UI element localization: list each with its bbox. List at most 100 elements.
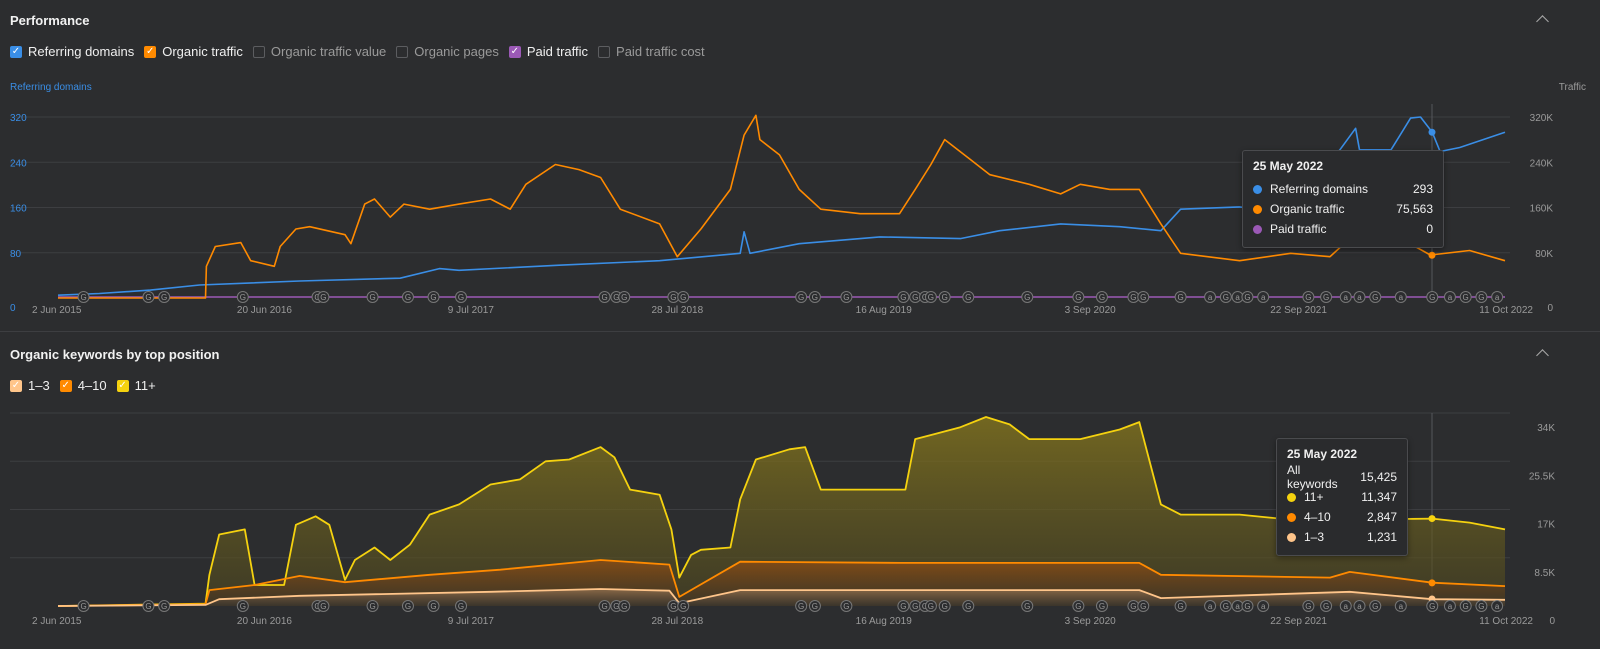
performance-title: Performance: [10, 13, 90, 28]
annotation-marker[interactable]: G: [1219, 600, 1232, 612]
annotation-marker[interactable]: G: [1127, 291, 1140, 303]
annotation-marker[interactable]: G: [808, 291, 821, 303]
annotation-marker[interactable]: G: [795, 291, 808, 303]
annotation-marker[interactable]: a: [1353, 600, 1366, 612]
performance-legend: ✓ Referring domains ✓ Organic traffic Organi…: [10, 44, 705, 59]
annotation-marker[interactable]: G: [1072, 600, 1085, 612]
annotation-marker[interactable]: G: [1459, 600, 1472, 612]
x-tick-label: 22 Sep 2021: [1270, 616, 1327, 627]
annotation-marker[interactable]: G: [158, 600, 171, 612]
annotation-marker[interactable]: G: [236, 600, 249, 612]
annotation-marker[interactable]: G: [1072, 291, 1085, 303]
annotation-marker[interactable]: G: [618, 291, 631, 303]
annotation-marker[interactable]: G: [1241, 600, 1254, 612]
annotation-marker[interactable]: G: [1095, 600, 1108, 612]
annotation-marker[interactable]: G: [142, 600, 155, 612]
annotation-marker[interactable]: G: [1302, 291, 1315, 303]
annotation-marker[interactable]: G: [909, 291, 922, 303]
annotation-marker[interactable]: G: [401, 600, 414, 612]
annotation-marker[interactable]: a: [1394, 291, 1407, 303]
annotation-marker[interactable]: G: [1095, 291, 1108, 303]
annotation-marker[interactable]: G: [840, 600, 853, 612]
annotation-marker[interactable]: G: [1426, 600, 1439, 612]
legend-checkbox-referring-domains[interactable]: ✓ Referring domains: [10, 44, 134, 59]
annotation-marker[interactable]: G: [455, 600, 468, 612]
annotation-marker[interactable]: G: [1174, 600, 1187, 612]
legend-checkbox-organic-pages[interactable]: Organic pages: [396, 44, 499, 59]
google-update-icon: G: [900, 293, 906, 302]
annotation-marker[interactable]: G: [897, 291, 910, 303]
annotation-marker[interactable]: G: [1475, 600, 1488, 612]
annotation-marker[interactable]: a: [1353, 291, 1366, 303]
legend-checkbox-organic-traffic-value[interactable]: Organic traffic value: [252, 44, 386, 59]
annotation-marker[interactable]: G: [1369, 291, 1382, 303]
annotation-marker[interactable]: G: [677, 600, 690, 612]
annotation-marker[interactable]: G: [598, 291, 611, 303]
annotation-marker[interactable]: a: [1204, 600, 1217, 612]
annotation-marker[interactable]: G: [1137, 600, 1150, 612]
annotation-marker[interactable]: G: [1302, 600, 1315, 612]
annotation-marker[interactable]: G: [808, 600, 821, 612]
annotation-marker[interactable]: G: [1021, 600, 1034, 612]
annotation-marker[interactable]: G: [317, 600, 330, 612]
annotation-marker[interactable]: G: [1241, 291, 1254, 303]
annotation-marker[interactable]: a: [1204, 291, 1217, 303]
annotation-marker[interactable]: G: [455, 291, 468, 303]
annotation-marker[interactable]: G: [1219, 291, 1232, 303]
google-update-icon: G: [1244, 602, 1250, 611]
legend-checkbox-paid-traffic[interactable]: ✓ Paid traffic: [508, 44, 588, 59]
annotation-marker[interactable]: G: [938, 600, 951, 612]
annotation-marker[interactable]: a: [1443, 291, 1456, 303]
annotation-marker[interactable]: G: [427, 291, 440, 303]
annotation-marker[interactable]: G: [795, 600, 808, 612]
annotation-marker[interactable]: a: [1491, 291, 1504, 303]
annotation-marker[interactable]: G: [962, 291, 975, 303]
legend-checkbox-paid-traffic-cost[interactable]: Paid traffic cost: [598, 44, 705, 59]
annotation-marker[interactable]: G: [897, 600, 910, 612]
annotation-marker[interactable]: G: [1174, 291, 1187, 303]
annotation-marker[interactable]: G: [924, 600, 937, 612]
annotation-marker[interactable]: G: [1320, 291, 1333, 303]
annotation-marker[interactable]: G: [77, 600, 90, 612]
legend-checkbox-11-[interactable]: ✓ 11+: [116, 378, 156, 393]
annotation-circle: [1021, 291, 1034, 303]
annotation-marker[interactable]: G: [236, 291, 249, 303]
legend-checkbox-4-10[interactable]: ✓ 4–10: [59, 378, 107, 393]
annotation-marker[interactable]: G: [618, 600, 631, 612]
annotation-marker[interactable]: G: [317, 291, 330, 303]
annotation-marker[interactable]: G: [1137, 291, 1150, 303]
annotation-marker[interactable]: G: [77, 291, 90, 303]
annotation-marker[interactable]: G: [1426, 291, 1439, 303]
legend-checkbox-1-3[interactable]: ✓ 1–3: [10, 378, 50, 393]
annotation-marker[interactable]: G: [366, 600, 379, 612]
annotation-marker[interactable]: G: [938, 291, 951, 303]
checkbox-checked-icon: ✓: [10, 379, 22, 392]
annotation-marker[interactable]: G: [142, 291, 155, 303]
annotation-marker[interactable]: G: [840, 291, 853, 303]
annotation-marker[interactable]: G: [158, 291, 171, 303]
annotation-marker[interactable]: a: [1339, 600, 1352, 612]
annotation-marker[interactable]: a: [1257, 291, 1270, 303]
annotation-marker[interactable]: G: [1475, 291, 1488, 303]
annotation-marker[interactable]: G: [1127, 600, 1140, 612]
annotation-marker[interactable]: G: [366, 291, 379, 303]
google-update-icon: G: [965, 602, 971, 611]
annotation-marker[interactable]: G: [427, 600, 440, 612]
annotation-marker[interactable]: a: [1339, 291, 1352, 303]
annotation-marker[interactable]: G: [401, 291, 414, 303]
annotation-marker[interactable]: a: [1257, 600, 1270, 612]
annotation-marker[interactable]: G: [677, 291, 690, 303]
annotation-circle: [1459, 291, 1472, 303]
annotation-marker[interactable]: G: [1021, 291, 1034, 303]
annotation-marker[interactable]: G: [962, 600, 975, 612]
annotation-marker[interactable]: G: [1459, 291, 1472, 303]
annotation-marker[interactable]: a: [1394, 600, 1407, 612]
annotation-marker[interactable]: a: [1443, 600, 1456, 612]
annotation-marker[interactable]: G: [598, 600, 611, 612]
annotation-marker[interactable]: a: [1491, 600, 1504, 612]
annotation-marker[interactable]: G: [1320, 600, 1333, 612]
annotation-marker[interactable]: G: [924, 291, 937, 303]
legend-checkbox-organic-traffic[interactable]: ✓ Organic traffic: [144, 44, 243, 59]
annotation-marker[interactable]: G: [1369, 600, 1382, 612]
